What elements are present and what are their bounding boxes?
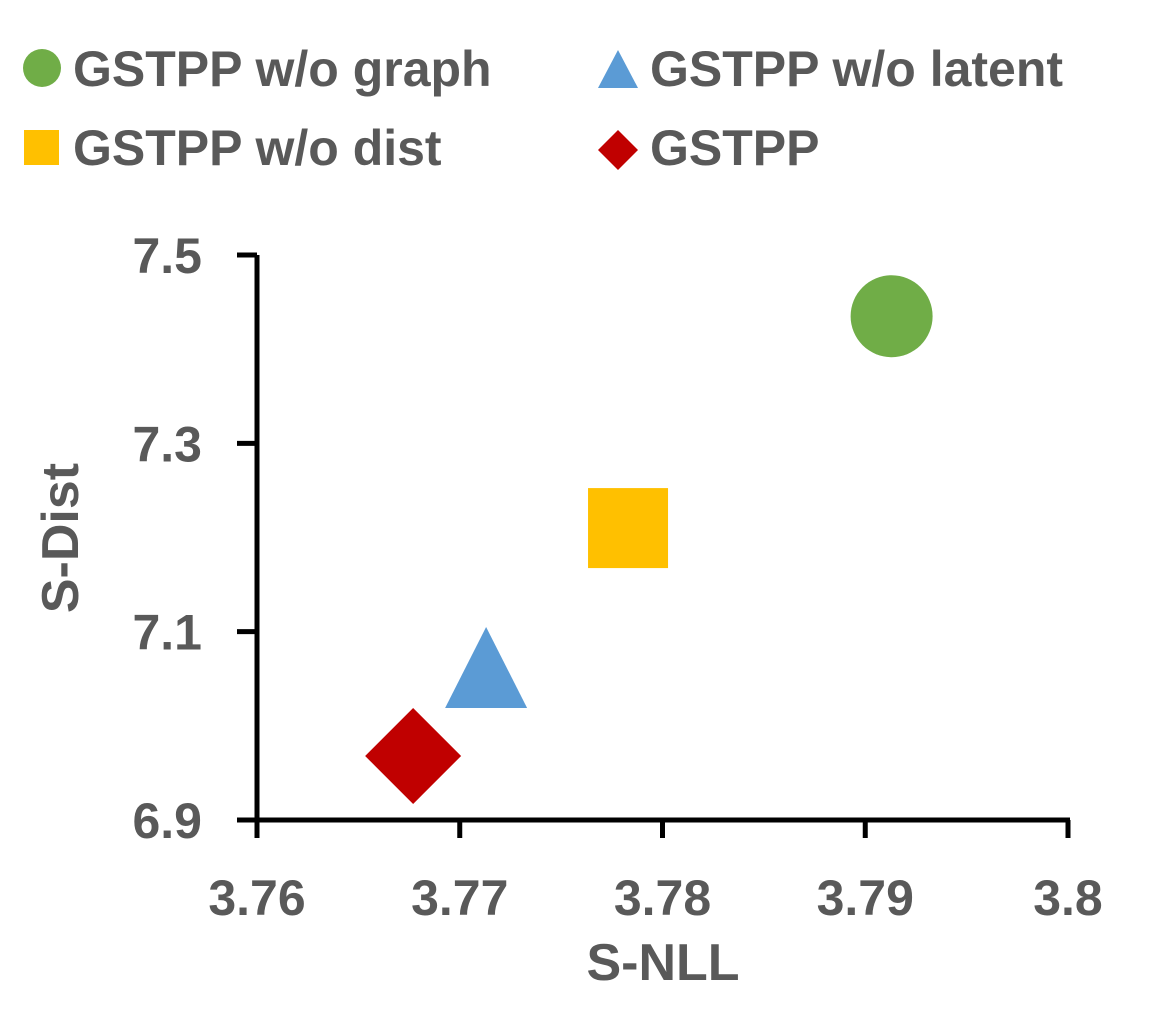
legend-item-gstpp-wo-graph: GSTPP w/o graph xyxy=(23,41,492,97)
y-tick-label: 7.1 xyxy=(132,605,202,661)
y-tick-label: 7.3 xyxy=(132,416,202,472)
data-points xyxy=(365,275,933,804)
legend-label: GSTPP w/o graph xyxy=(73,41,492,97)
legend: GSTPP w/o graph GSTPP w/o latent GSTPP w… xyxy=(23,41,1063,176)
x-axis-title: S-NLL xyxy=(586,934,739,992)
legend-marker-circle xyxy=(23,49,61,87)
x-tick-label: 3.79 xyxy=(817,870,914,926)
legend-item-gstpp-wo-latent: GSTPP w/o latent xyxy=(598,41,1063,97)
axes: 6.9 7.1 7.3 7.5 3.76 3.77 3.78 3.79 3.8 xyxy=(132,228,1102,926)
legend-marker-square xyxy=(24,130,59,165)
x-tick-label: 3.78 xyxy=(614,870,711,926)
legend-item-gstpp-wo-dist: GSTPP w/o dist xyxy=(24,120,442,176)
y-ticks: 6.9 7.1 7.3 7.5 xyxy=(132,228,257,849)
data-point-square xyxy=(588,488,669,569)
legend-label: GSTPP xyxy=(650,120,819,176)
legend-marker-triangle xyxy=(598,50,638,88)
x-tick-label: 3.77 xyxy=(411,870,508,926)
data-point-diamond xyxy=(365,707,462,804)
x-tick-label: 3.76 xyxy=(208,870,305,926)
x-tick-label: 3.8 xyxy=(1033,870,1103,926)
y-tick-label: 7.5 xyxy=(132,228,202,284)
y-tick-label: 6.9 xyxy=(132,793,202,849)
x-ticks: 3.76 3.77 3.78 3.79 3.8 xyxy=(208,820,1103,926)
legend-marker-diamond xyxy=(598,130,638,170)
data-point-circle xyxy=(850,275,933,358)
data-point-triangle xyxy=(445,627,528,709)
legend-item-gstpp: GSTPP xyxy=(598,120,819,176)
legend-label: GSTPP w/o latent xyxy=(650,41,1063,97)
y-axis-title: S-Dist xyxy=(32,463,90,613)
legend-label: GSTPP w/o dist xyxy=(73,120,442,176)
